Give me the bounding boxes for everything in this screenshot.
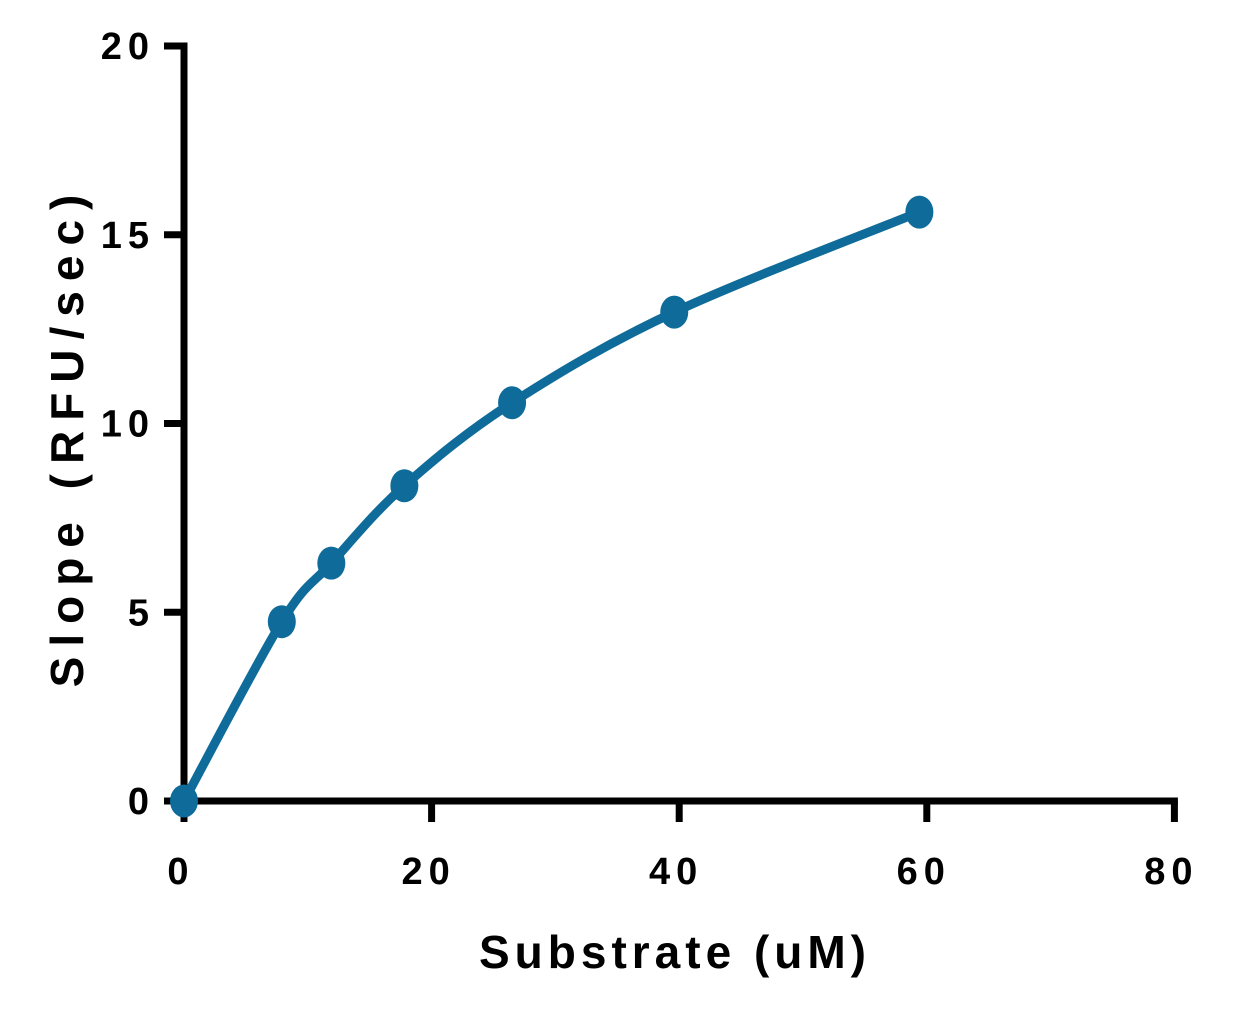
data-point: [905, 195, 934, 229]
x-tick-label: 20: [401, 851, 455, 893]
y-tick-label: 15: [101, 215, 155, 257]
y-axis-title: Slope (RFU/sec): [41, 185, 93, 688]
y-tick-label: 20: [101, 26, 155, 68]
data-point: [390, 469, 419, 503]
y-tick-label: 10: [101, 404, 155, 446]
fit-curve: [179, 207, 924, 806]
x-tick-label: 60: [897, 851, 951, 893]
axes: 0 20 40 60 80 0 5 10 15 20: [101, 26, 1198, 893]
x-tick-label: 40: [649, 851, 703, 893]
x-tick-label: 80: [1144, 851, 1198, 893]
data-point: [267, 605, 296, 639]
y-tick-label: 5: [128, 592, 155, 634]
data-point: [170, 784, 198, 818]
data-point: [317, 546, 346, 580]
x-axis-title: Substrate (uM): [479, 926, 871, 978]
data-point: [660, 295, 689, 329]
y-tick-label: 0: [128, 781, 155, 823]
x-tick-label: 0: [167, 851, 194, 893]
data-point: [498, 386, 527, 420]
data-series: [170, 195, 934, 818]
